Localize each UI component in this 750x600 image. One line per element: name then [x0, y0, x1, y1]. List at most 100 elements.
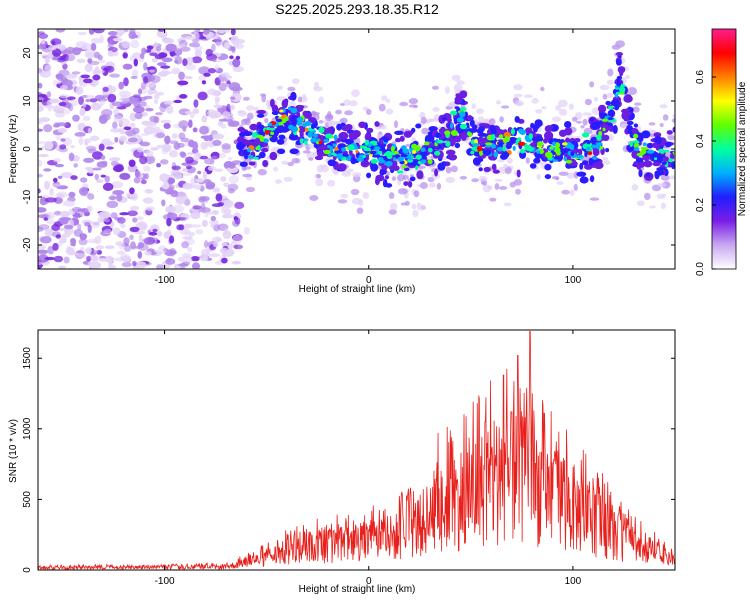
- noise-blob: [144, 188, 154, 194]
- spectrum-halo: [432, 85, 439, 90]
- noise-blob: [121, 262, 132, 268]
- spectrum-peak: [449, 110, 458, 116]
- spectrum-cell: [466, 115, 473, 121]
- spectrum-peak: [401, 165, 408, 169]
- noise-blob: [221, 205, 227, 214]
- noise-blob: [95, 179, 104, 184]
- noise-blob: [38, 224, 50, 230]
- spectrum-cell: [598, 104, 607, 113]
- spectrum-cell: [643, 160, 653, 168]
- noise-blob: [137, 242, 149, 251]
- noise-blob: [55, 73, 64, 80]
- spectrum-cell: [621, 112, 627, 120]
- noise-blob: [58, 101, 67, 107]
- spectrum-peak: [385, 160, 393, 167]
- noise-blob: [149, 52, 158, 57]
- noise-blob: [53, 255, 64, 263]
- noise-blob: [123, 126, 132, 131]
- noise-blob: [57, 175, 63, 179]
- noise-blob: [38, 249, 49, 254]
- y-tick-label: 1500: [22, 347, 33, 370]
- spectrum-peak: [672, 151, 675, 154]
- noise-blob: [80, 234, 85, 241]
- noise-blob: [137, 101, 147, 107]
- noise-blob: [208, 253, 221, 257]
- noise-blob: [234, 217, 241, 225]
- noise-blob: [112, 190, 125, 195]
- spectrum-peak: [252, 132, 258, 138]
- spectrum-peak: [307, 131, 313, 138]
- spectrum-halo: [573, 183, 578, 191]
- spectrum-halo: [351, 89, 360, 97]
- spectrum-halo: [287, 86, 296, 92]
- noise-blob: [194, 184, 202, 190]
- noise-blob: [104, 175, 110, 183]
- noise-blob: [107, 31, 118, 36]
- noise-blob: [139, 141, 151, 147]
- noise-blob: [49, 188, 54, 196]
- spectrum-cell: [593, 161, 604, 170]
- spectrum-peak: [459, 123, 468, 130]
- spectrum-peak: [369, 150, 377, 155]
- noise-blob: [127, 137, 138, 143]
- noise-blob: [88, 29, 95, 35]
- noise-blob: [172, 204, 185, 213]
- spectrum-peak: [661, 161, 667, 165]
- noise-blob: [127, 210, 138, 217]
- spectrum-halo: [494, 178, 503, 182]
- noise-blob: [176, 142, 185, 148]
- spectrum-peak: [276, 118, 283, 123]
- spectrum-halo: [556, 181, 564, 185]
- spectrum-cell: [652, 161, 661, 167]
- spectrum-cell: [516, 169, 521, 178]
- spectrum-halo: [291, 158, 300, 164]
- spectrum-peak: [471, 146, 478, 151]
- spectrum-peak: [562, 142, 568, 146]
- noise-blob: [104, 218, 110, 223]
- noise-blob: [181, 241, 190, 249]
- spectrum-peak: [290, 107, 298, 114]
- noise-blob: [218, 82, 227, 92]
- y-tick-label: 500: [22, 491, 33, 508]
- noise-blob: [118, 242, 126, 250]
- spectrum-cell: [448, 154, 458, 161]
- noise-blob: [161, 183, 170, 190]
- spectrum-cell: [616, 52, 623, 56]
- spectrum-peak: [476, 145, 483, 152]
- noise-blob: [63, 256, 70, 264]
- noise-blob: [143, 237, 156, 245]
- spectrum-peak: [304, 127, 309, 132]
- spectrum-halo: [405, 200, 410, 206]
- x-tick-label: -100: [155, 275, 175, 286]
- spectrum-peak: [454, 106, 460, 110]
- noise-blob: [61, 172, 73, 179]
- noise-blob: [186, 159, 199, 166]
- spectrum-halo: [494, 183, 500, 190]
- spectrum-halo: [557, 99, 568, 108]
- noise-blob: [98, 211, 111, 219]
- spectrum-cell: [565, 137, 570, 144]
- spectrum-cell: [579, 176, 589, 184]
- spectrum-peak: [485, 142, 493, 146]
- noise-blob: [75, 86, 84, 95]
- spectrum-halo: [561, 189, 570, 195]
- noise-blob: [134, 245, 142, 249]
- spectrum-peak: [264, 128, 270, 135]
- spectrum-halo: [536, 173, 541, 180]
- noise-blob: [58, 265, 66, 269]
- spectrum-cell: [327, 159, 337, 167]
- spectrum-halo: [445, 166, 452, 174]
- spectrum-cell: [581, 160, 589, 166]
- spectrum-peak: [270, 131, 275, 136]
- noise-blob: [94, 173, 100, 180]
- noise-blob: [38, 33, 49, 39]
- noise-blob: [89, 261, 102, 269]
- noise-blob: [162, 38, 175, 44]
- noise-blob: [192, 262, 200, 269]
- spectrum-peak: [629, 141, 633, 148]
- snr-x-ticks: -100 0 100: [155, 330, 582, 587]
- noise-blob: [212, 133, 225, 140]
- noise-blob: [78, 136, 84, 146]
- noise-blob: [175, 217, 187, 221]
- noise-blob: [136, 216, 144, 221]
